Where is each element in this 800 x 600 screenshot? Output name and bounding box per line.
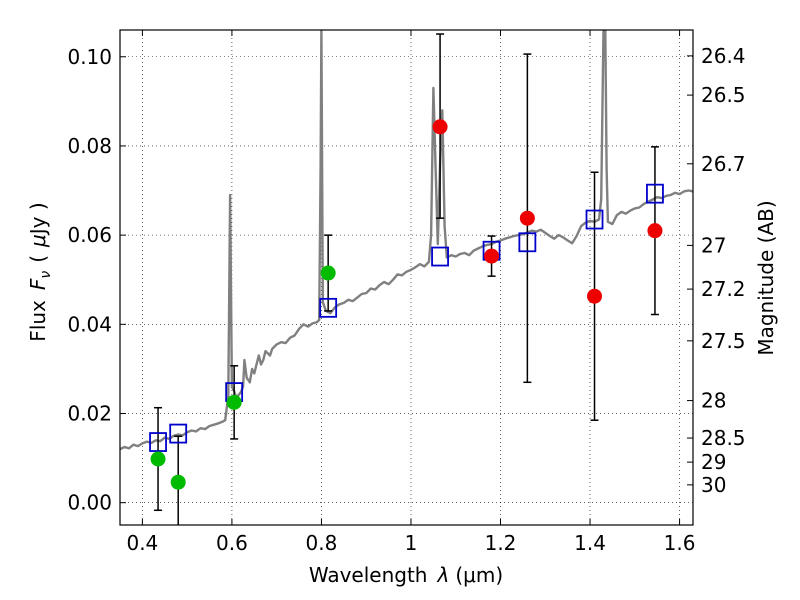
- photometry-point: [484, 248, 500, 264]
- magnitude-tick-label: 27: [701, 233, 726, 257]
- markers: [149, 119, 664, 490]
- y-tick-label: 0.02: [67, 402, 112, 426]
- synthetic-photometry-square: [585, 209, 604, 230]
- x-tick-label: 0.4: [126, 531, 158, 555]
- x-tick-label: 1.2: [485, 531, 517, 555]
- photometry-point: [587, 288, 603, 304]
- x-tick-label: 1.6: [664, 531, 696, 555]
- synthetic-photometry-square: [319, 297, 338, 318]
- magnitude-tick-label: 27.5: [701, 329, 746, 353]
- magnitude-tick-label: 30: [701, 473, 726, 497]
- y-tick-label: 0.04: [67, 312, 112, 336]
- photometry-point: [226, 394, 242, 410]
- photometry-point: [519, 210, 535, 226]
- y-tick-label: 0.10: [67, 45, 112, 69]
- magnitude-tick-label: 26.5: [701, 83, 746, 107]
- plot-frame: [119, 29, 694, 526]
- magnitude-tick-label: 26.4: [701, 44, 746, 68]
- magnitude-tick-label: 28: [701, 389, 726, 413]
- x-tick-label: 0.6: [216, 531, 248, 555]
- magnitude-tick-label: 26.7: [701, 152, 746, 176]
- magnitude-tick-label: 28.5: [701, 426, 746, 450]
- y-tick-labels: 0.00 0.02 0.04 0.06 0.08 0.10: [67, 45, 112, 515]
- y-tick-label: 0.08: [67, 134, 112, 158]
- plot-background: [120, 30, 693, 525]
- synthetic-photometry-square: [431, 246, 449, 267]
- x-axis-label: Wavelength λ (μm): [309, 563, 503, 587]
- photometry-point: [320, 265, 336, 281]
- photometry-point: [432, 119, 448, 135]
- synthetic-photometry-square: [169, 423, 188, 444]
- magnitude-tick-label: 27.2: [701, 277, 746, 301]
- magnitude-tick-label: 29: [701, 450, 726, 474]
- photometry-point: [647, 223, 663, 239]
- y-tick-label: 0.06: [67, 223, 112, 247]
- photometry-point: [150, 451, 166, 467]
- y-axis-label: FluxFν(μJy ): [26, 202, 54, 341]
- synthetic-photometry-square: [149, 432, 167, 452]
- x-tick-label: 1.4: [574, 531, 606, 555]
- x-tick-label: 1: [405, 531, 418, 555]
- y-tick-label: 0.00: [67, 491, 112, 515]
- x-tick-labels: 0.4 0.6 0.8 1 1.2 1.4 1.6: [126, 531, 695, 555]
- x-tick-label: 0.8: [306, 531, 338, 555]
- synthetic-photometry-square: [518, 232, 537, 253]
- synthetic-photometry-square: [646, 183, 664, 204]
- photometry-point: [170, 474, 186, 490]
- magnitude-axis-label: Magnitude (AB): [754, 200, 778, 355]
